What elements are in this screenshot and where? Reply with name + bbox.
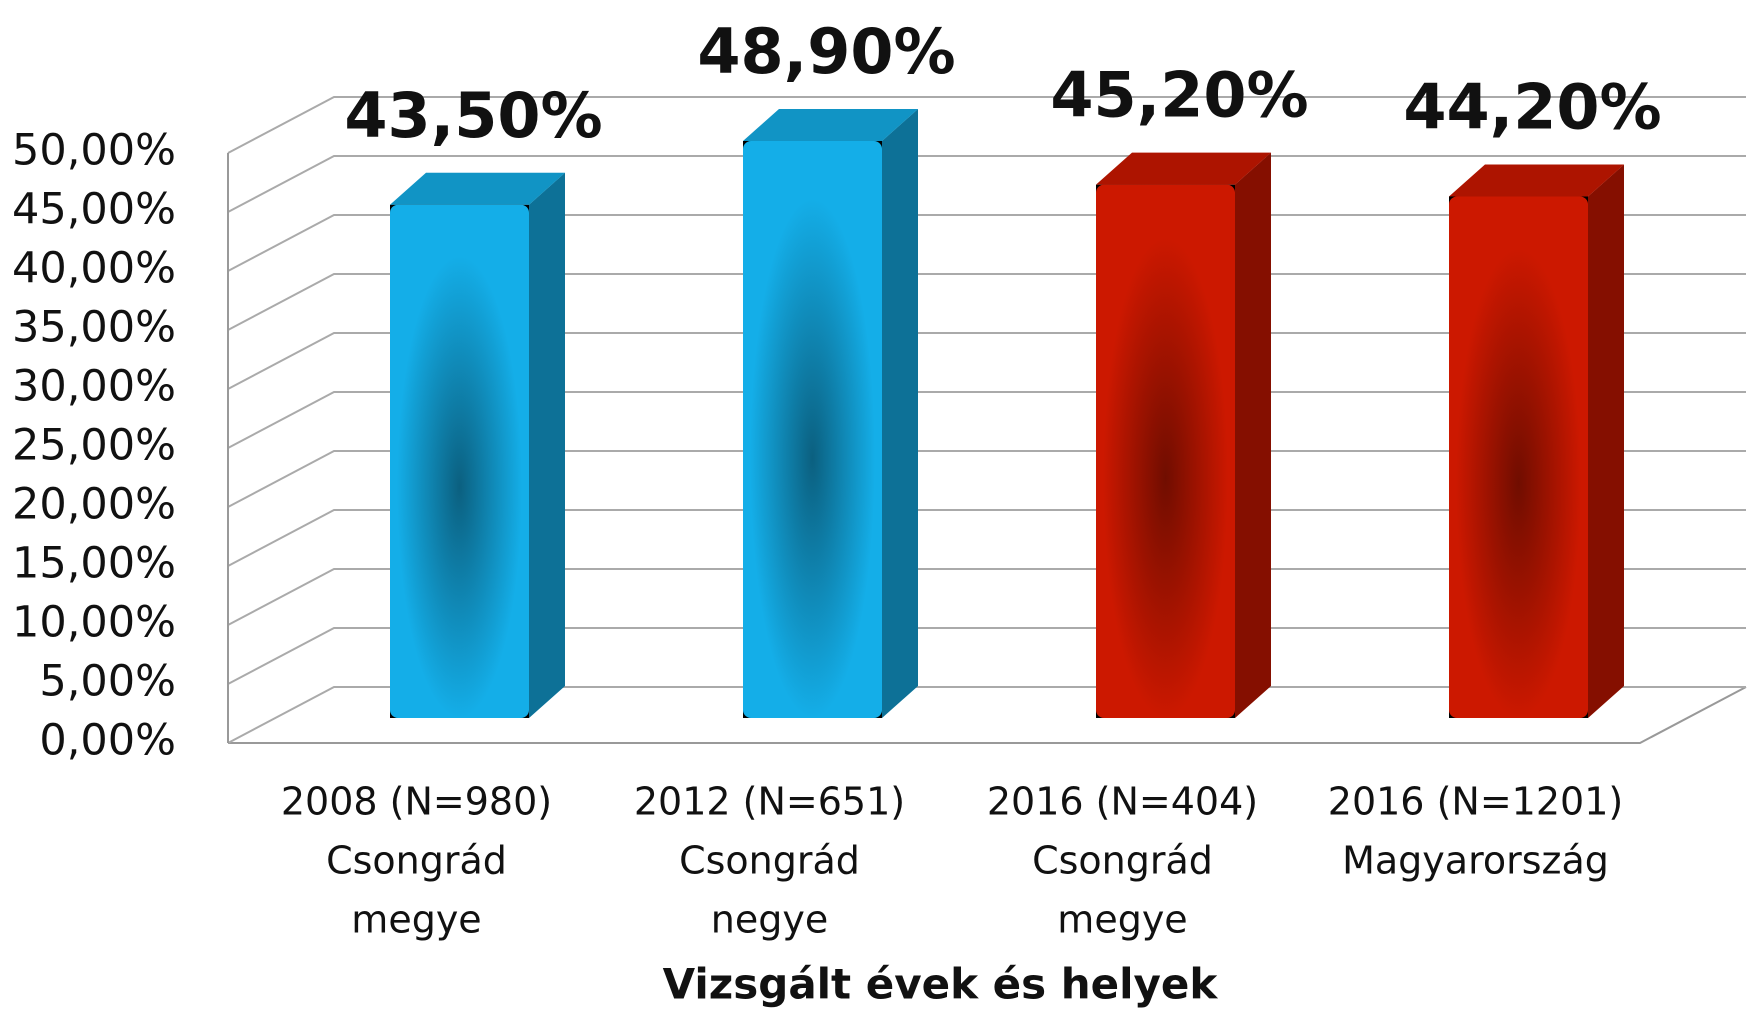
grid-line bbox=[227, 627, 1746, 685]
bar-side bbox=[529, 172, 565, 718]
x-tick-label: 2016 (N=1201) bbox=[1328, 780, 1623, 824]
grid-line bbox=[227, 273, 1746, 331]
x-tick-label: Csongrád bbox=[326, 839, 507, 883]
bar bbox=[390, 172, 565, 718]
grid-line bbox=[227, 450, 1746, 508]
y-tick-label: 25,00% bbox=[12, 421, 176, 471]
bar-side bbox=[1588, 164, 1624, 718]
y-tick-label: 10,00% bbox=[12, 598, 176, 648]
y-tick-label: 15,00% bbox=[12, 539, 176, 589]
grid-line bbox=[227, 391, 1746, 449]
y-tick-label: 5,00% bbox=[39, 657, 176, 707]
data-label: 43,50% bbox=[344, 79, 602, 152]
bar-side-shade bbox=[882, 108, 918, 719]
data-label: 45,20% bbox=[1050, 59, 1308, 132]
bar-top-shade bbox=[1096, 152, 1271, 185]
grid-line bbox=[227, 214, 1746, 272]
y-tick-label: 50,00% bbox=[12, 126, 176, 176]
data-label: 44,20% bbox=[1403, 71, 1661, 144]
y-tick-label: 40,00% bbox=[12, 244, 176, 294]
bar-top-shade bbox=[1449, 164, 1624, 197]
bar-side-shade bbox=[529, 172, 565, 718]
x-tick-label: Csongrád bbox=[679, 839, 860, 883]
x-tick-label: negye bbox=[711, 898, 828, 942]
bar-face bbox=[1449, 196, 1588, 718]
bar-top bbox=[743, 108, 918, 141]
bar-side-shade bbox=[1588, 164, 1624, 718]
floor bbox=[228, 686, 1747, 744]
x-tick-label: megye bbox=[1057, 898, 1187, 942]
data-label: 48,90% bbox=[697, 15, 955, 88]
grid-line bbox=[227, 686, 1746, 744]
bar-face bbox=[1096, 184, 1235, 718]
bar-top-shade bbox=[743, 108, 918, 141]
bar-top-shade bbox=[390, 172, 565, 205]
x-tick-label: 2012 (N=651) bbox=[634, 780, 905, 824]
y-tick-label: 0,00% bbox=[39, 716, 176, 766]
x-tick-label: 2016 (N=404) bbox=[987, 780, 1258, 824]
bar-top bbox=[390, 172, 565, 205]
grid-line bbox=[227, 568, 1746, 626]
bar-face bbox=[743, 140, 882, 719]
grid-line bbox=[227, 509, 1746, 567]
bar-face bbox=[390, 204, 529, 718]
x-tick-label: Csongrád bbox=[1032, 839, 1213, 883]
grid-line bbox=[227, 332, 1746, 390]
bar bbox=[1449, 164, 1624, 718]
x-axis-title: Vizsgált évek és helyek bbox=[663, 960, 1219, 1009]
x-tick-label: Magyarország bbox=[1342, 839, 1609, 883]
x-tick-label: 2008 (N=980) bbox=[281, 780, 552, 824]
y-tick-label: 20,00% bbox=[12, 480, 176, 530]
bar-side bbox=[882, 108, 918, 719]
x-tick-label: megye bbox=[351, 898, 481, 942]
bar-side-shade bbox=[1235, 152, 1271, 718]
bar-top bbox=[1096, 152, 1271, 185]
bar-top bbox=[1449, 164, 1624, 197]
bar bbox=[743, 108, 918, 719]
bar bbox=[1096, 152, 1271, 718]
y-tick-label: 35,00% bbox=[12, 303, 176, 353]
grid-line bbox=[227, 155, 1746, 213]
y-tick-label: 45,00% bbox=[12, 185, 176, 235]
grid-line bbox=[227, 96, 1746, 154]
y-tick-label: 30,00% bbox=[12, 362, 176, 412]
bar-side bbox=[1235, 152, 1271, 718]
